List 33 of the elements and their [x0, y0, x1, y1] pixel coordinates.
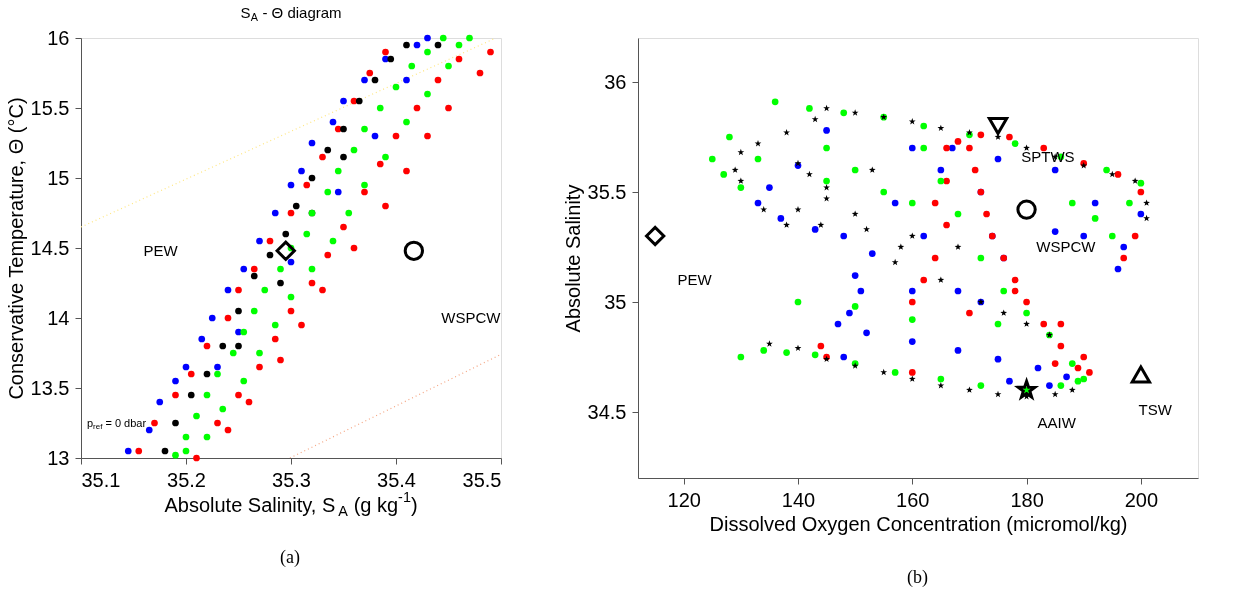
- annotation: TSW: [1138, 401, 1173, 418]
- x-tick-label: 35.3: [272, 468, 311, 491]
- y-tick-label: 16: [47, 26, 70, 49]
- x-tick-label: 35.4: [377, 468, 416, 491]
- x-tick-label: 35.2: [167, 468, 206, 491]
- y-tick-label: 14: [47, 306, 70, 329]
- x-axis-title: Dissolved Oxygen Concentration (micromol/kg): [709, 512, 1128, 535]
- x-tick-label: 160: [896, 488, 930, 511]
- x-tick-label: 35.1: [81, 468, 121, 491]
- x-tick-label: 200: [1124, 488, 1159, 511]
- y-axis-title: Conservative Temperature, Θ (°C): [4, 97, 27, 400]
- y-tick-label: 13.5: [30, 376, 70, 399]
- x-tick-label: 35.5: [462, 468, 502, 491]
- y-tick-label: 15: [47, 166, 70, 189]
- y-tick-label: 35: [604, 290, 627, 313]
- annotation: PEW: [677, 271, 713, 288]
- x-tick-label: 120: [667, 488, 701, 511]
- annotation: SPTWS: [1021, 148, 1075, 165]
- y-tick-label: 14.5: [30, 236, 70, 259]
- y-tick-label: 15.5: [30, 96, 70, 119]
- annotation: PEW: [143, 242, 179, 259]
- y-tick-label: 13: [47, 446, 70, 469]
- y-tick-label: 34.5: [587, 400, 627, 423]
- y-axis-title: Absolute Salinity: [561, 184, 584, 333]
- x-tick-label: 140: [781, 488, 816, 511]
- annotation: WSPCW: [1036, 238, 1097, 255]
- text: (a): [280, 547, 300, 568]
- annotation: WSPCW: [441, 309, 502, 326]
- text: (b): [907, 567, 928, 588]
- annotation: AAIW: [1037, 414, 1077, 431]
- y-tick-label: 35.5: [587, 180, 627, 203]
- y-tick-label: 36: [604, 70, 627, 93]
- x-tick-label: 180: [1010, 488, 1044, 511]
